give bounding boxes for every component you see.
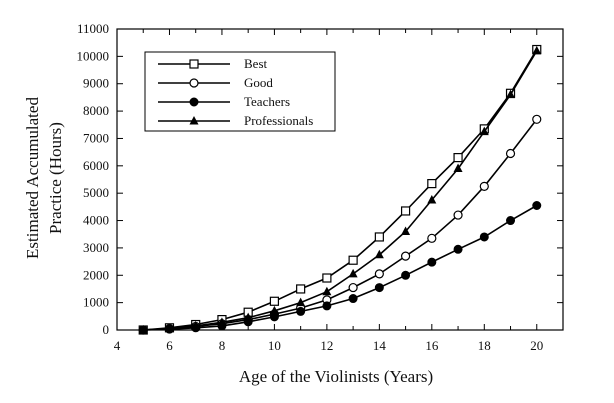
data-point-best xyxy=(374,232,384,242)
data-point-good xyxy=(479,181,489,191)
data-point-professionals xyxy=(217,317,227,326)
x-tick-label: 8 xyxy=(219,338,226,353)
y-axis-title-line-2: Practice (Hours) xyxy=(46,122,65,234)
data-point-best xyxy=(296,284,306,294)
legend-item-professionals: Professionals xyxy=(158,113,313,128)
y-tick-label: 2000 xyxy=(83,267,109,282)
legend-label-good: Good xyxy=(244,75,273,90)
y-tick-label: 7000 xyxy=(83,130,109,145)
series-line-professionals xyxy=(143,50,538,331)
x-tick-label: 20 xyxy=(530,338,543,353)
data-point-professionals xyxy=(138,325,148,334)
series-line-teachers xyxy=(143,204,538,331)
x-axis-ticks: 4 6 8 10 12 14 16 18 20 xyxy=(114,29,564,353)
x-tick-label: 18 xyxy=(478,338,491,353)
y-tick-label: 5000 xyxy=(83,185,109,200)
plot-frame xyxy=(116,28,564,331)
data-point-professionals xyxy=(191,320,201,330)
series-teachers xyxy=(138,200,542,335)
legend-label-teachers: Teachers xyxy=(244,94,290,109)
legend-marker-teachers xyxy=(189,97,199,107)
data-point-good xyxy=(400,251,411,261)
data-point-professionals xyxy=(453,163,463,173)
y-tick-label: 3000 xyxy=(83,240,109,255)
y-tick-label: 11000 xyxy=(77,21,109,36)
y-tick-label: 6000 xyxy=(83,158,109,173)
legend: Best Good Teachers Professionals xyxy=(144,51,336,132)
data-point-good xyxy=(427,233,437,243)
data-point-good xyxy=(348,282,358,293)
legend-label-professionals: Professionals xyxy=(244,113,313,128)
legend-label-best: Best xyxy=(244,56,268,71)
data-point-good xyxy=(505,148,516,159)
y-tick-label: 9000 xyxy=(83,76,109,91)
data-point-teachers xyxy=(506,216,516,226)
data-point-professionals xyxy=(322,286,332,296)
series-layer xyxy=(138,44,542,335)
data-point-good xyxy=(532,114,542,124)
y-tick-label: 1000 xyxy=(83,295,109,310)
y-tick-label: 0 xyxy=(103,322,110,337)
data-point-professionals xyxy=(427,195,437,204)
series-professionals xyxy=(138,45,542,334)
data-point-professionals xyxy=(348,268,358,278)
data-point-good xyxy=(453,210,463,220)
x-tick-label: 16 xyxy=(425,338,439,353)
data-point-professionals xyxy=(374,249,384,259)
data-point-best xyxy=(400,206,411,216)
data-point-teachers xyxy=(322,301,332,311)
data-point-teachers xyxy=(453,244,463,254)
data-point-professionals xyxy=(401,226,411,235)
x-tick-label: 6 xyxy=(166,338,173,353)
data-point-teachers xyxy=(532,200,542,210)
data-point-professionals xyxy=(532,45,542,55)
legend-item-best: Best xyxy=(158,56,268,71)
data-point-teachers xyxy=(479,232,489,242)
data-point-professionals xyxy=(243,312,253,322)
data-point-best xyxy=(269,296,280,306)
data-point-teachers xyxy=(296,306,306,316)
y-tick-label: 10000 xyxy=(77,48,110,63)
series-line-good xyxy=(143,118,538,331)
legend-marker-professionals xyxy=(189,116,199,125)
data-point-professionals xyxy=(296,297,306,307)
data-point-best xyxy=(453,153,463,163)
legend-box xyxy=(144,51,336,132)
y-tick-label: 8000 xyxy=(83,103,109,118)
legend-item-teachers: Teachers xyxy=(158,94,290,109)
data-point-best xyxy=(427,179,437,189)
data-point-professionals xyxy=(506,89,516,99)
data-point-best xyxy=(348,255,358,265)
y-axis-ticks: 0 1000 2000 3000 4000 5000 6000 7000 8000 9000 100… xyxy=(77,21,563,337)
x-tick-label: 12 xyxy=(320,338,333,353)
legend-item-good: Good xyxy=(158,75,273,90)
data-point-teachers xyxy=(427,257,437,267)
x-tick-label: 10 xyxy=(268,338,281,353)
data-point-teachers xyxy=(401,270,411,280)
data-point-teachers xyxy=(374,283,384,293)
series-good xyxy=(138,114,542,335)
data-point-good xyxy=(374,269,384,279)
legend-marker-best xyxy=(189,59,199,69)
y-axis-title-line-1: Estimated Accumulated xyxy=(23,97,42,259)
x-axis-title: Age of the Violinists (Years) xyxy=(239,367,433,386)
data-point-teachers xyxy=(348,294,358,304)
data-point-professionals xyxy=(269,305,279,315)
data-point-best xyxy=(322,273,332,283)
y-tick-label: 4000 xyxy=(83,213,109,228)
series-line-best xyxy=(143,49,538,331)
x-tick-label: 14 xyxy=(373,338,387,353)
x-tick-label: 4 xyxy=(114,338,121,353)
data-point-professionals xyxy=(479,126,489,136)
legend-marker-good xyxy=(189,78,199,88)
